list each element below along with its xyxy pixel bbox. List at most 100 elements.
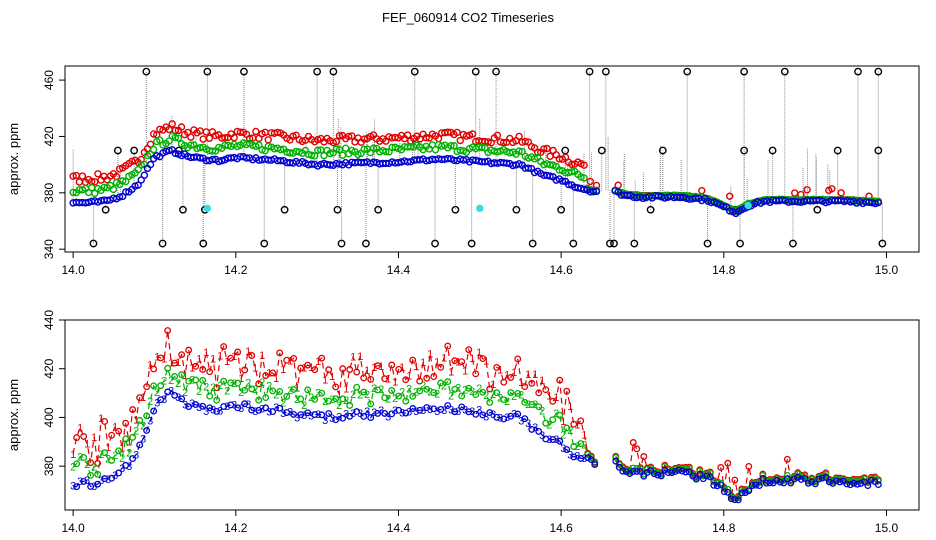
green-point <box>122 177 130 186</box>
series-2-label: 2 <box>357 390 363 402</box>
red-point <box>568 160 576 169</box>
series-2-point <box>780 476 788 484</box>
series-3-point <box>367 414 375 422</box>
series-1-label: 1 <box>567 401 573 413</box>
series-3-point <box>486 409 494 416</box>
series-1-label: 1 <box>441 353 447 365</box>
series-3-point <box>776 478 784 486</box>
series-2-label: 2 <box>497 393 503 405</box>
series-2-label: 2 <box>455 383 461 395</box>
series-2-point <box>860 475 868 483</box>
red-point <box>540 145 548 153</box>
black-outlier-point <box>789 239 797 248</box>
series-2-point <box>612 454 620 461</box>
series-1-point <box>437 363 445 371</box>
blue-point <box>103 196 111 205</box>
series-3-label: 3 <box>476 405 482 417</box>
series-3-label: 3 <box>112 470 118 482</box>
series-2-point <box>290 386 298 393</box>
series-3-point <box>874 481 882 489</box>
series-1-point <box>241 366 249 374</box>
series-3-point <box>724 488 732 496</box>
series-1-point <box>535 389 543 397</box>
series-3-point <box>626 470 634 477</box>
series-3-label: 3 <box>301 410 307 422</box>
blue-point <box>131 182 139 190</box>
series-3-label: 3 <box>182 400 188 412</box>
blue-point <box>196 154 204 162</box>
series-3-point <box>472 410 480 418</box>
series-3-point <box>755 482 763 490</box>
series-3-point <box>808 478 816 486</box>
series-3-point <box>822 473 830 481</box>
series-3-point <box>164 388 172 396</box>
series-1-point <box>73 434 81 442</box>
series-3-label: 3 <box>371 407 377 419</box>
blue-point <box>276 156 285 165</box>
black-outlier-point <box>451 205 460 214</box>
top-ytick-label: 460 <box>42 70 56 90</box>
series-1-point <box>563 387 571 395</box>
series-3-point <box>864 482 872 490</box>
series-3-label: 3 <box>280 408 286 420</box>
series-1-point <box>493 363 501 371</box>
series-3-point <box>713 482 721 490</box>
series-2-label: 2 <box>441 380 447 392</box>
series-2-label: 2 <box>315 387 321 399</box>
series-3-point <box>213 407 221 415</box>
green-point <box>332 145 341 153</box>
green-point <box>258 146 266 154</box>
series-2-label: 2 <box>539 406 545 418</box>
green-point <box>320 151 328 160</box>
series-1-label: 1 <box>532 369 538 381</box>
bottom-xtick-label: 14.2 <box>224 521 248 535</box>
blue-point <box>580 185 588 194</box>
series-2-point <box>710 478 718 486</box>
blue-point <box>140 171 149 179</box>
red-point <box>146 140 155 148</box>
bottom-xtick-label: 15.0 <box>875 521 899 535</box>
series-2-label: 2 <box>161 376 167 388</box>
series-3-label: 3 <box>126 461 132 473</box>
blue-point <box>564 180 573 189</box>
series-3-point <box>227 401 235 409</box>
series-1-label: 1 <box>245 346 251 358</box>
series-2-point <box>108 456 116 464</box>
blue-point <box>171 149 180 158</box>
series-1-point <box>542 386 550 394</box>
series-3-point <box>178 395 186 403</box>
red-point <box>580 161 588 169</box>
series-2-point <box>248 385 256 393</box>
black-outlier-point <box>833 146 842 155</box>
series-1-label: 1 <box>336 389 342 401</box>
black-outlier-point <box>854 67 862 76</box>
red-point <box>156 125 164 133</box>
series-3-point <box>493 413 501 421</box>
series-1-label: 1 <box>469 353 475 365</box>
black-outlier-point <box>780 67 789 76</box>
series-3-point <box>577 455 585 462</box>
series-1-point <box>577 417 585 425</box>
series-2-point <box>101 449 109 457</box>
black-outlier-point <box>130 146 139 155</box>
series-1-point <box>220 343 228 350</box>
series-1-point <box>521 383 529 391</box>
series-2-point <box>311 395 319 403</box>
blue-point <box>218 156 226 165</box>
red-point <box>456 136 464 145</box>
series-2-point <box>643 465 651 473</box>
series-2-point <box>402 397 410 405</box>
red-point <box>828 185 836 193</box>
red-point <box>230 134 238 142</box>
green-point <box>580 174 588 182</box>
series-3-label: 3 <box>546 434 552 446</box>
series-3-point <box>857 479 865 487</box>
red-point <box>515 132 523 141</box>
red-point <box>543 144 551 153</box>
series-1-point <box>164 327 172 334</box>
series-3-label: 3 <box>567 450 573 462</box>
series-2-point <box>493 389 501 397</box>
red-point <box>444 128 452 136</box>
series-2-point <box>206 392 214 400</box>
series-3-point <box>374 409 382 417</box>
